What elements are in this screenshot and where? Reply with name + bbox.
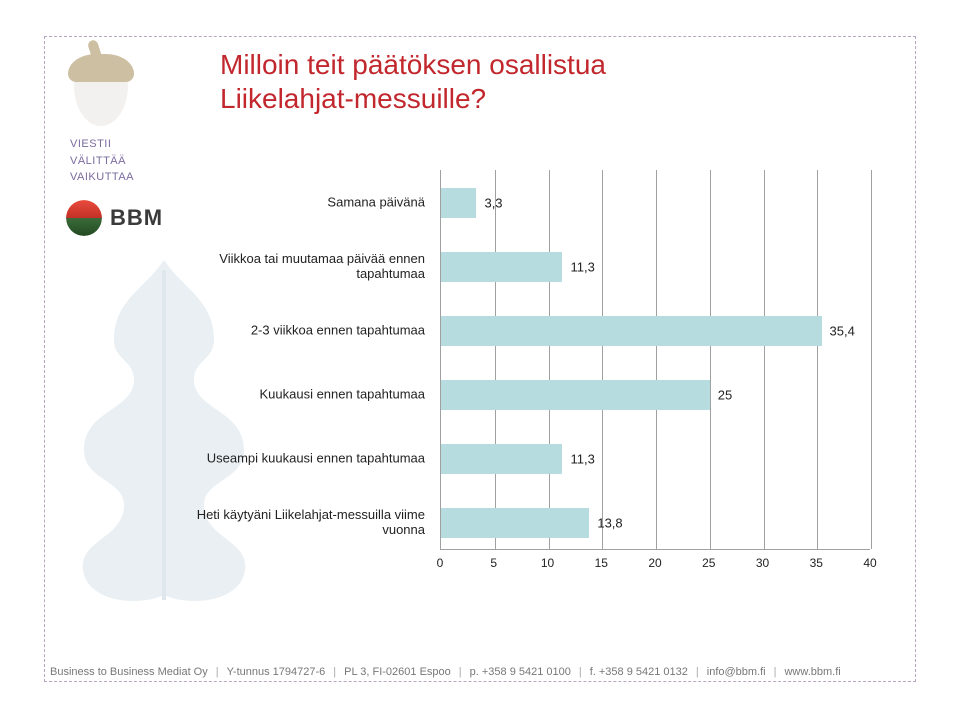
chart-value-label: 35,4 [822, 324, 855, 339]
chart-gridline [549, 170, 550, 549]
page-footer: Business to Business Mediat Oy | Y-tunnus … [50, 666, 910, 678]
page-title: Milloin teit päätöksen osallistua Liikel… [220, 48, 840, 115]
title-line-2: Liikelahjat-messuille? [220, 82, 840, 116]
footer-separator: | [579, 666, 582, 678]
chart-category-label: Viikkoa tai muutamaa päivää ennen tapaht… [171, 252, 431, 282]
chart-gridline [764, 170, 765, 549]
chart-x-axis: 0510152025303540 [440, 552, 870, 572]
chart-value-label: 11,3 [562, 452, 594, 467]
chart-row: Viikkoa tai muutamaa päivää ennen tapaht… [441, 252, 870, 282]
chart-gridline [656, 170, 657, 549]
chart-gridline [871, 170, 872, 549]
title-line-1: Milloin teit päätöksen osallistua [220, 48, 840, 82]
footer-separator: | [333, 666, 336, 678]
footer-part: www.bbm.fi [784, 666, 840, 678]
chart-value-label: 25 [710, 388, 732, 403]
footer-part: info@bbm.fi [707, 666, 766, 678]
acorn-icon [66, 40, 136, 130]
chart-category-label: Samana päivänä [171, 196, 431, 211]
chart-bar [441, 508, 589, 538]
chart-gridline [710, 170, 711, 549]
chart-gridline [817, 170, 818, 549]
chart-row: Heti käytyäni Liikelahjat-messuilla viim… [441, 508, 870, 538]
footer-part: Y-tunnus 1794727-6 [227, 666, 326, 678]
chart-bar [441, 316, 822, 346]
footer-separator: | [774, 666, 777, 678]
chart-category-label: 2-3 viikkoa ennen tapahtumaa [171, 324, 431, 339]
chart-bar [441, 444, 562, 474]
bbm-logo-icon [66, 200, 102, 236]
chart-x-tick: 5 [490, 556, 497, 570]
brand-taglines: VIESTII VÄLITTÄÄ VAIKUTTAA [70, 136, 180, 186]
chart-x-tick: 20 [648, 556, 661, 570]
bbm-logo: BBM [66, 200, 180, 236]
chart-x-tick: 30 [756, 556, 769, 570]
tagline-line: VIESTII [70, 136, 180, 153]
chart-value-label: 11,3 [562, 260, 594, 275]
chart-x-tick: 10 [541, 556, 554, 570]
chart-category-label: Heti käytyäni Liikelahjat-messuilla viim… [171, 508, 431, 538]
tagline-line: VÄLITTÄÄ [70, 153, 180, 170]
footer-part: PL 3, FI-02601 Espoo [344, 666, 451, 678]
chart-bar [441, 252, 562, 282]
chart-x-tick: 25 [702, 556, 715, 570]
footer-part: p. +358 9 5421 0100 [470, 666, 571, 678]
chart-value-label: 13,8 [589, 516, 622, 531]
footer-separator: | [696, 666, 699, 678]
footer-part: f. +358 9 5421 0132 [590, 666, 688, 678]
chart-gridline [495, 170, 496, 549]
tagline-line: VAIKUTTAA [70, 169, 180, 186]
chart-value-label: 3,3 [476, 196, 502, 211]
chart-bar [441, 188, 476, 218]
chart-x-tick: 35 [810, 556, 823, 570]
chart-row: 2-3 viikkoa ennen tapahtumaa35,4 [441, 316, 870, 346]
footer-separator: | [459, 666, 462, 678]
chart-bar [441, 380, 710, 410]
chart-category-label: Useampi kuukausi ennen tapahtumaa [171, 452, 431, 467]
brand-column: VIESTII VÄLITTÄÄ VAIKUTTAA BBM [60, 40, 180, 236]
chart-row: Kuukausi ennen tapahtumaa25 [441, 380, 870, 410]
chart-gridline [602, 170, 603, 549]
footer-separator: | [216, 666, 219, 678]
bbm-logo-text: BBM [110, 205, 163, 231]
chart-x-tick: 40 [863, 556, 876, 570]
chart-x-tick: 15 [595, 556, 608, 570]
chart-row: Samana päivänä3,3 [441, 188, 870, 218]
chart-row: Useampi kuukausi ennen tapahtumaa11,3 [441, 444, 870, 474]
chart-category-label: Kuukausi ennen tapahtumaa [171, 388, 431, 403]
footer-part: Business to Business Mediat Oy [50, 666, 208, 678]
chart-x-tick: 0 [437, 556, 444, 570]
bar-chart: Samana päivänä3,3Viikkoa tai muutamaa pä… [170, 170, 870, 600]
chart-plot-area: Samana päivänä3,3 Viikkoa tai muutamaa pä… [440, 170, 870, 550]
